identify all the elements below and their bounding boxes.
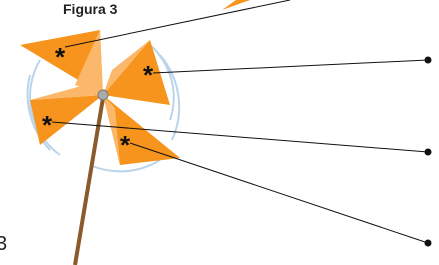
svg-text:*: *: [55, 42, 66, 72]
page: {"header": {"title": "Figura 3"}, "margi…: [0, 0, 439, 265]
margin-label: 3: [0, 233, 7, 255]
svg-text:*: *: [120, 130, 131, 160]
diagram: Figura 3 3 * * * *: [0, 0, 439, 265]
leader-lines: [52, 0, 428, 243]
figure-title: Figura 3: [63, 1, 118, 17]
endpoint-dots: [425, 57, 432, 247]
svg-text:*: *: [42, 110, 53, 140]
svg-text:*: *: [143, 60, 154, 90]
stick: [75, 98, 103, 265]
partial-blade: [222, 0, 250, 10]
